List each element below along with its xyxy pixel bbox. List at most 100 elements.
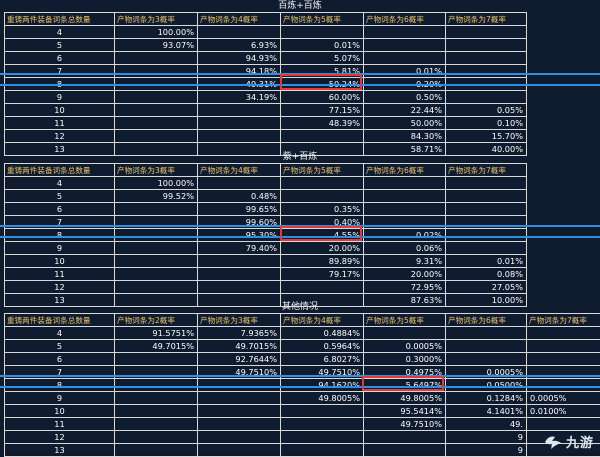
probability-cell: 6.8027% [281,353,364,366]
probability-cell: 79.40% [198,242,281,255]
count-cell: 6 [5,52,115,65]
probability-cell: 49. [446,418,527,431]
probability-cell [364,203,446,216]
section-title-1: 百炼+百炼 [0,0,600,12]
probability-cell [198,431,281,444]
probability-cell: 94.18% [198,65,281,78]
probability-cell [115,405,198,418]
header-cell: 重铸两件装备词条总数量 [5,314,115,327]
probability-cell [115,203,198,216]
count-cell: 8 [5,78,115,91]
probability-cell: 0.10% [446,117,527,130]
probability-cell: 22.44% [364,104,446,117]
probability-cell: 9 [446,431,527,444]
probability-cell: 100.00% [115,26,198,39]
probability-cell [281,281,364,294]
probability-cell [364,444,446,457]
probability-cell: 0.0005% [446,366,527,379]
probability-cell: 9 [446,444,527,457]
probability-cell: 20.00% [364,268,446,281]
probability-cell: 93.07% [115,39,198,52]
probability-cell: 49.31% [198,78,281,91]
probability-cell: 0.0500% [446,379,527,392]
probability-cell [115,91,198,104]
probability-cell: 77.15% [281,104,364,117]
probability-cell [198,392,281,405]
probability-cell: 27.05% [446,281,527,294]
count-cell: 9 [5,392,115,405]
header-cell: 产物词条为5概率 [364,314,446,327]
probability-cell: 0.1284% [446,392,527,405]
probability-cell: 4.55% [281,229,364,242]
probability-cell: 0.08% [446,268,527,281]
probability-cell: 100.00% [115,177,198,190]
count-cell: 6 [5,203,115,216]
probability-cell [364,327,446,340]
probability-cell [446,353,527,366]
probability-cell: 0.50% [364,91,446,104]
nine-game-logo-icon [543,433,563,451]
table-header-row: 重铸两件装备词条总数量 产物词条为3概率 产物词条为4概率 产物词条为5概率 产… [5,164,527,177]
probability-cell: 48.39% [281,117,364,130]
probability-cell [527,340,600,353]
probability-cell [198,26,281,39]
probability-cell [115,444,198,457]
table-section-1: 重铸两件装备词条总数量 产物词条为3概率 产物词条为4概率 产物词条为5概率 产… [4,12,527,156]
count-cell: 7 [5,216,115,229]
probability-cell [527,379,600,392]
table-row: 7 99.60%0.40% [5,216,527,229]
probability-cell [115,216,198,229]
probability-cell [446,177,527,190]
probability-cell [446,340,527,353]
header-cell: 产物词条为2概率 [115,314,198,327]
probability-cell: 95.30% [198,229,281,242]
probability-cell: 91.5751% [115,327,198,340]
count-cell: 7 [5,366,115,379]
table-section-3: 重铸两件装备词条总数量 产物词条为2概率 产物词条为3概率 产物词条为4概率 产… [4,313,600,457]
probability-cell [446,229,527,242]
probability-cell: 0.40% [281,216,364,229]
count-cell: 4 [5,177,115,190]
probability-cell [198,177,281,190]
probability-cell: 94.93% [198,52,281,65]
probability-cell: 5.07% [281,52,364,65]
probability-cell [281,130,364,143]
probability-cell [527,327,600,340]
probability-cell [446,52,527,65]
header-cell: 产物词条为6概率 [364,164,446,177]
probability-cell [115,255,198,268]
count-cell: 11 [5,418,115,431]
probability-cell: 84.30% [364,130,446,143]
section-title-2: 紫+百炼 [0,151,600,163]
probability-cell [281,177,364,190]
probability-cell [446,327,527,340]
header-cell: 产物词条为4概率 [198,13,281,26]
probability-cell [198,104,281,117]
probability-cell [115,52,198,65]
count-cell: 8 [5,229,115,242]
probability-cell: 99.60% [198,216,281,229]
probability-cell [281,418,364,431]
table-header-row: 重铸两件装备词条总数量 产物词条为3概率 产物词条为4概率 产物词条为5概率 产… [5,13,527,26]
probability-cell [198,379,281,392]
probability-cell [364,39,446,52]
probability-cell: 49.7015% [115,340,198,353]
probability-cell: 7.9365% [198,327,281,340]
probability-cell [198,405,281,418]
probability-cell: 0.48% [198,190,281,203]
header-cell: 产物词条为6概率 [446,314,527,327]
probability-cell: 49.7510% [198,366,281,379]
table-row: 6 94.93%5.07% [5,52,527,65]
probability-cell: 0.5964% [281,340,364,353]
probability-cell [198,281,281,294]
probability-cell [198,130,281,143]
count-cell: 12 [5,130,115,143]
